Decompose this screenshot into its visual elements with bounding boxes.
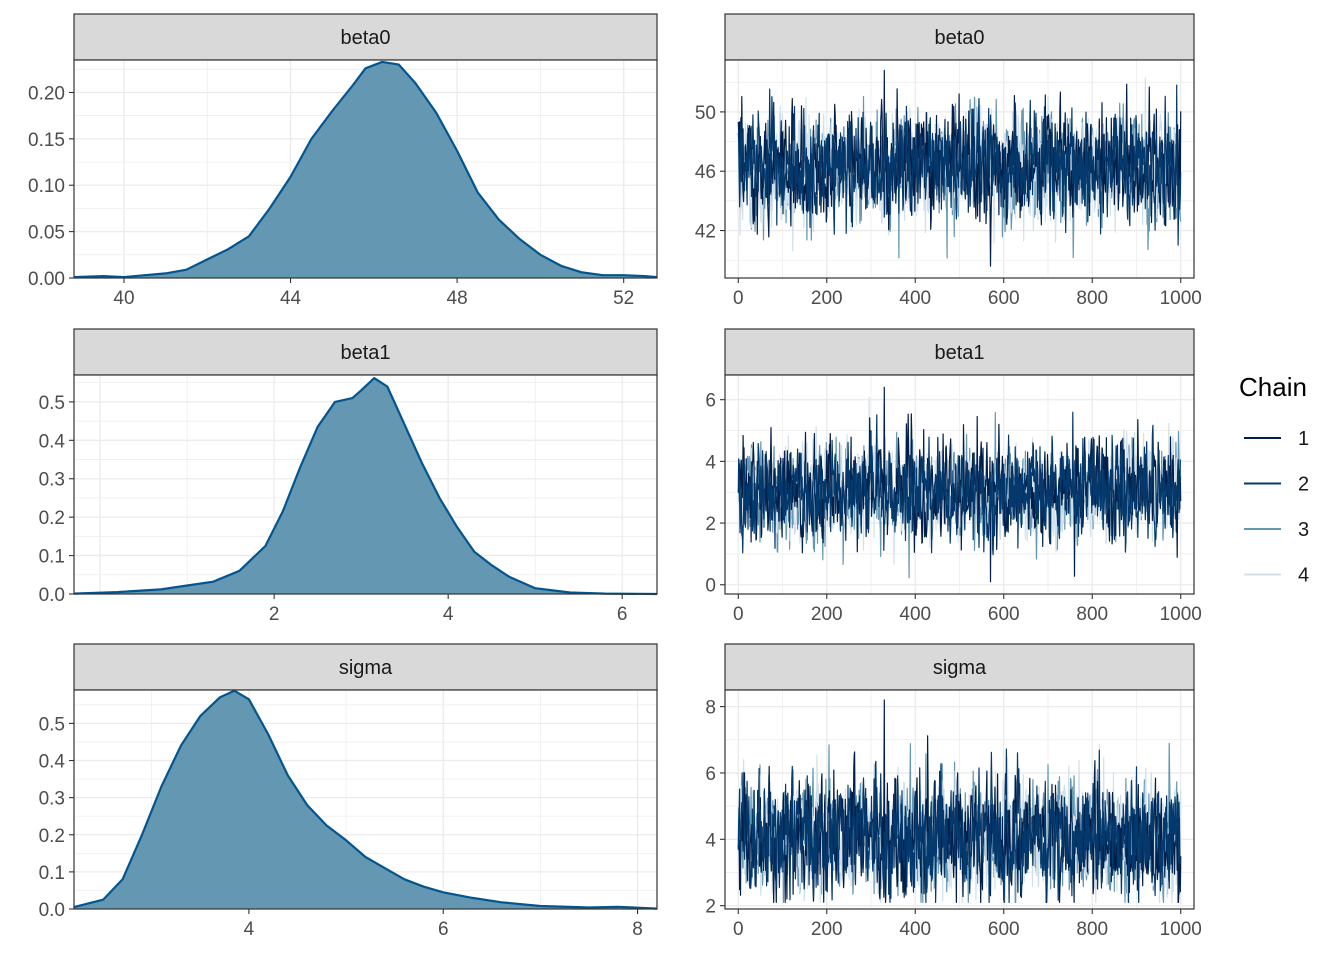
legend-label-chain-1: 1: [1298, 428, 1309, 450]
facet-strip-label: beta0: [340, 27, 390, 49]
density-line: [73, 377, 658, 596]
y-tick-label: 0.10: [28, 176, 65, 197]
legend: Chain 1 2 3 4: [1239, 372, 1309, 587]
x-tick-label: 600: [988, 604, 1020, 625]
x-tick-label: 600: [988, 919, 1020, 940]
density-line: [73, 689, 658, 910]
facet-strip-label: beta1: [934, 342, 984, 364]
facet-strip: [724, 13, 1195, 61]
y-tick-label: 0.1: [39, 547, 65, 568]
legend-label-chain-3: 3: [1298, 519, 1309, 541]
x-tick-label: 1000: [1160, 288, 1202, 309]
y-tick-label: 0.2: [39, 826, 65, 847]
y-tick-label: 0.0: [39, 585, 65, 606]
facet-strip-label: sigma: [339, 657, 393, 679]
y-tick-label: 4: [705, 452, 716, 473]
y-tick-label: 0.4: [39, 431, 66, 452]
y-tick-label: 0.00: [28, 269, 65, 290]
y-tick-label: 46: [695, 162, 716, 183]
plot-border: [73, 689, 658, 910]
trace-line-chain-2: [737, 748, 1182, 904]
trace-line-chain-2: [737, 411, 1182, 556]
y-tick-label: 8: [705, 698, 716, 719]
x-tick-label: 6: [617, 604, 628, 625]
x-tick-label: 48: [447, 288, 468, 309]
y-tick-label: 0.3: [39, 789, 65, 810]
density-area: [74, 61, 657, 279]
legend-label-chain-4: 4: [1298, 565, 1309, 587]
x-tick-label: 4: [244, 919, 255, 940]
density-area: [74, 690, 657, 909]
y-tick-label: 0.20: [28, 83, 65, 104]
trace-panel-beta0: beta0 0 200 400 600 800 1000 42 46 50: [695, 13, 1202, 309]
y-tick-label: 0.5: [39, 714, 65, 735]
legend-label-chain-2: 2: [1298, 474, 1309, 496]
y-tick-label: 2: [705, 514, 716, 535]
x-tick-label: 44: [280, 288, 302, 309]
facet-strip: [73, 13, 658, 61]
y-tick-label: 0.1: [39, 863, 65, 884]
x-tick-label: 4: [443, 604, 454, 625]
x-tick-label: 200: [811, 919, 843, 940]
x-tick-label: 0: [733, 288, 744, 309]
x-tick-label: 400: [899, 919, 931, 940]
plot-border: [73, 59, 658, 279]
x-tick-label: 200: [811, 604, 843, 625]
x-tick-label: 1000: [1160, 604, 1202, 625]
x-tick-label: 400: [899, 604, 931, 625]
y-tick-label: 0.2: [39, 508, 65, 529]
facet-strip-label: sigma: [933, 657, 987, 679]
x-tick-label: 800: [1076, 288, 1108, 309]
plot-border: [73, 374, 658, 595]
y-tick-label: 0.4: [39, 752, 66, 773]
x-tick-label: 8: [632, 919, 643, 940]
density-panel-sigma: sigma 4 6 8 0.0 0.1 0.2 0.3 0.4 0.5: [39, 643, 658, 940]
x-tick-label: 800: [1076, 604, 1108, 625]
x-tick-label: 52: [613, 288, 634, 309]
facet-strip-label: beta0: [934, 27, 984, 49]
y-tick-label: 0.5: [39, 393, 65, 414]
x-tick-label: 40: [113, 288, 134, 309]
y-tick-label: 2: [705, 897, 716, 918]
x-tick-label: 0: [733, 604, 744, 625]
legend-title: Chain: [1239, 372, 1307, 402]
x-tick-label: 400: [899, 288, 931, 309]
x-tick-label: 6: [438, 919, 449, 940]
x-tick-label: 1000: [1160, 919, 1202, 940]
y-tick-label: 6: [705, 764, 716, 785]
y-tick-label: 4: [705, 830, 716, 851]
trace-panel-beta1: beta1 0 200 400 600 800 1000 0 2 4 6: [705, 328, 1202, 625]
trace-panel-sigma: sigma 0 200 400 600 800 1000 2 4 6 8: [705, 643, 1202, 940]
y-tick-label: 50: [695, 103, 716, 124]
x-tick-label: 0: [733, 919, 744, 940]
y-tick-label: 6: [705, 391, 716, 412]
trace-line-chain-2: [737, 84, 1182, 246]
y-tick-label: 0.15: [28, 130, 65, 151]
x-tick-label: 2: [269, 604, 280, 625]
density-panel-beta0: beta0 40 44 48 52 0.00 0.05 0.10 0.15 0.20: [28, 13, 658, 309]
density-line: [73, 60, 658, 279]
facet-strip-label: beta1: [340, 342, 390, 364]
density-panel-beta1: beta1 2 4 6 0.0 0.1 0.2 0.3 0.4 0.5: [39, 328, 658, 625]
y-tick-label: 0.05: [28, 223, 65, 244]
x-tick-label: 200: [811, 288, 843, 309]
y-tick-label: 0: [705, 576, 716, 597]
y-tick-label: 0.3: [39, 470, 65, 491]
plot-border: [724, 689, 1195, 910]
plot-border: [724, 374, 1195, 595]
facet-strip: [724, 328, 1195, 376]
facet-strip: [724, 643, 1195, 691]
facet-strip: [73, 328, 658, 376]
facet-strip: [73, 643, 658, 691]
x-tick-label: 600: [988, 288, 1020, 309]
x-tick-label: 800: [1076, 919, 1108, 940]
trace-line-chain-1: [737, 386, 1182, 583]
plot-border: [724, 59, 1195, 279]
density-area: [74, 378, 657, 594]
y-tick-label: 0.0: [39, 900, 65, 921]
y-tick-label: 42: [695, 222, 716, 243]
